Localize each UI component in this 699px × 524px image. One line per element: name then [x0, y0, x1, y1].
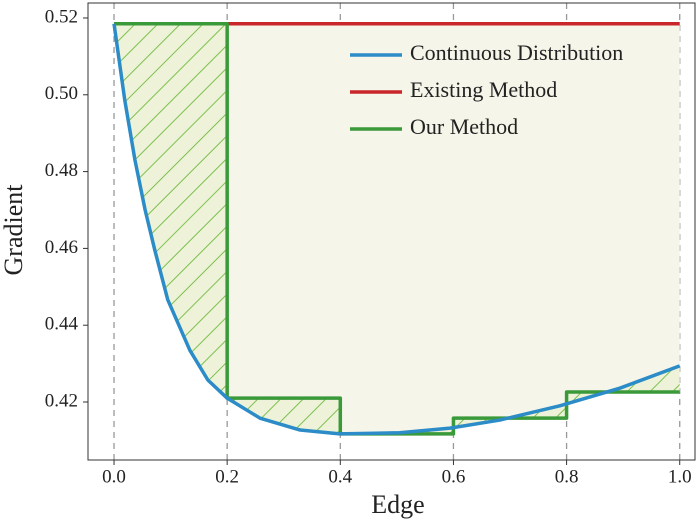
x-tick-label: 0.4	[328, 466, 352, 487]
plot-frame	[87, 2, 696, 461]
series-line	[112, 23, 681, 436]
y-tick-label: 0.42	[45, 390, 78, 411]
line-layer	[112, 21, 681, 436]
y-tick-label: 0.52	[45, 6, 78, 27]
gap-area	[114, 23, 680, 434]
legend-label: Our Method	[410, 114, 518, 139]
y-tick-label: 0.44	[45, 314, 79, 335]
fill-layer	[114, 23, 680, 434]
x-axis-title: Edge	[371, 490, 424, 519]
x-tick-label: 0.8	[555, 466, 579, 487]
y-tick-label: 0.46	[45, 237, 78, 258]
y-tick-label: 0.48	[45, 160, 78, 181]
x-tick-label: 1.0	[668, 466, 692, 487]
legend-label: Existing Method	[410, 77, 557, 102]
x-tick-label: 0.0	[102, 466, 126, 487]
x-tick-label: 0.2	[215, 466, 239, 487]
x-tick-label: 0.6	[442, 466, 466, 487]
y-tick-label: 0.50	[45, 83, 78, 104]
error-area	[114, 23, 680, 434]
y-axis-title: Gradient	[0, 184, 28, 276]
label-layer: 0.0 0.2 0.4 0.6 0.8 1.0 0.42 0.44 0.46 0.48 0.50 0.…	[45, 6, 692, 487]
legend-label: Continuous Distribution	[410, 40, 623, 65]
